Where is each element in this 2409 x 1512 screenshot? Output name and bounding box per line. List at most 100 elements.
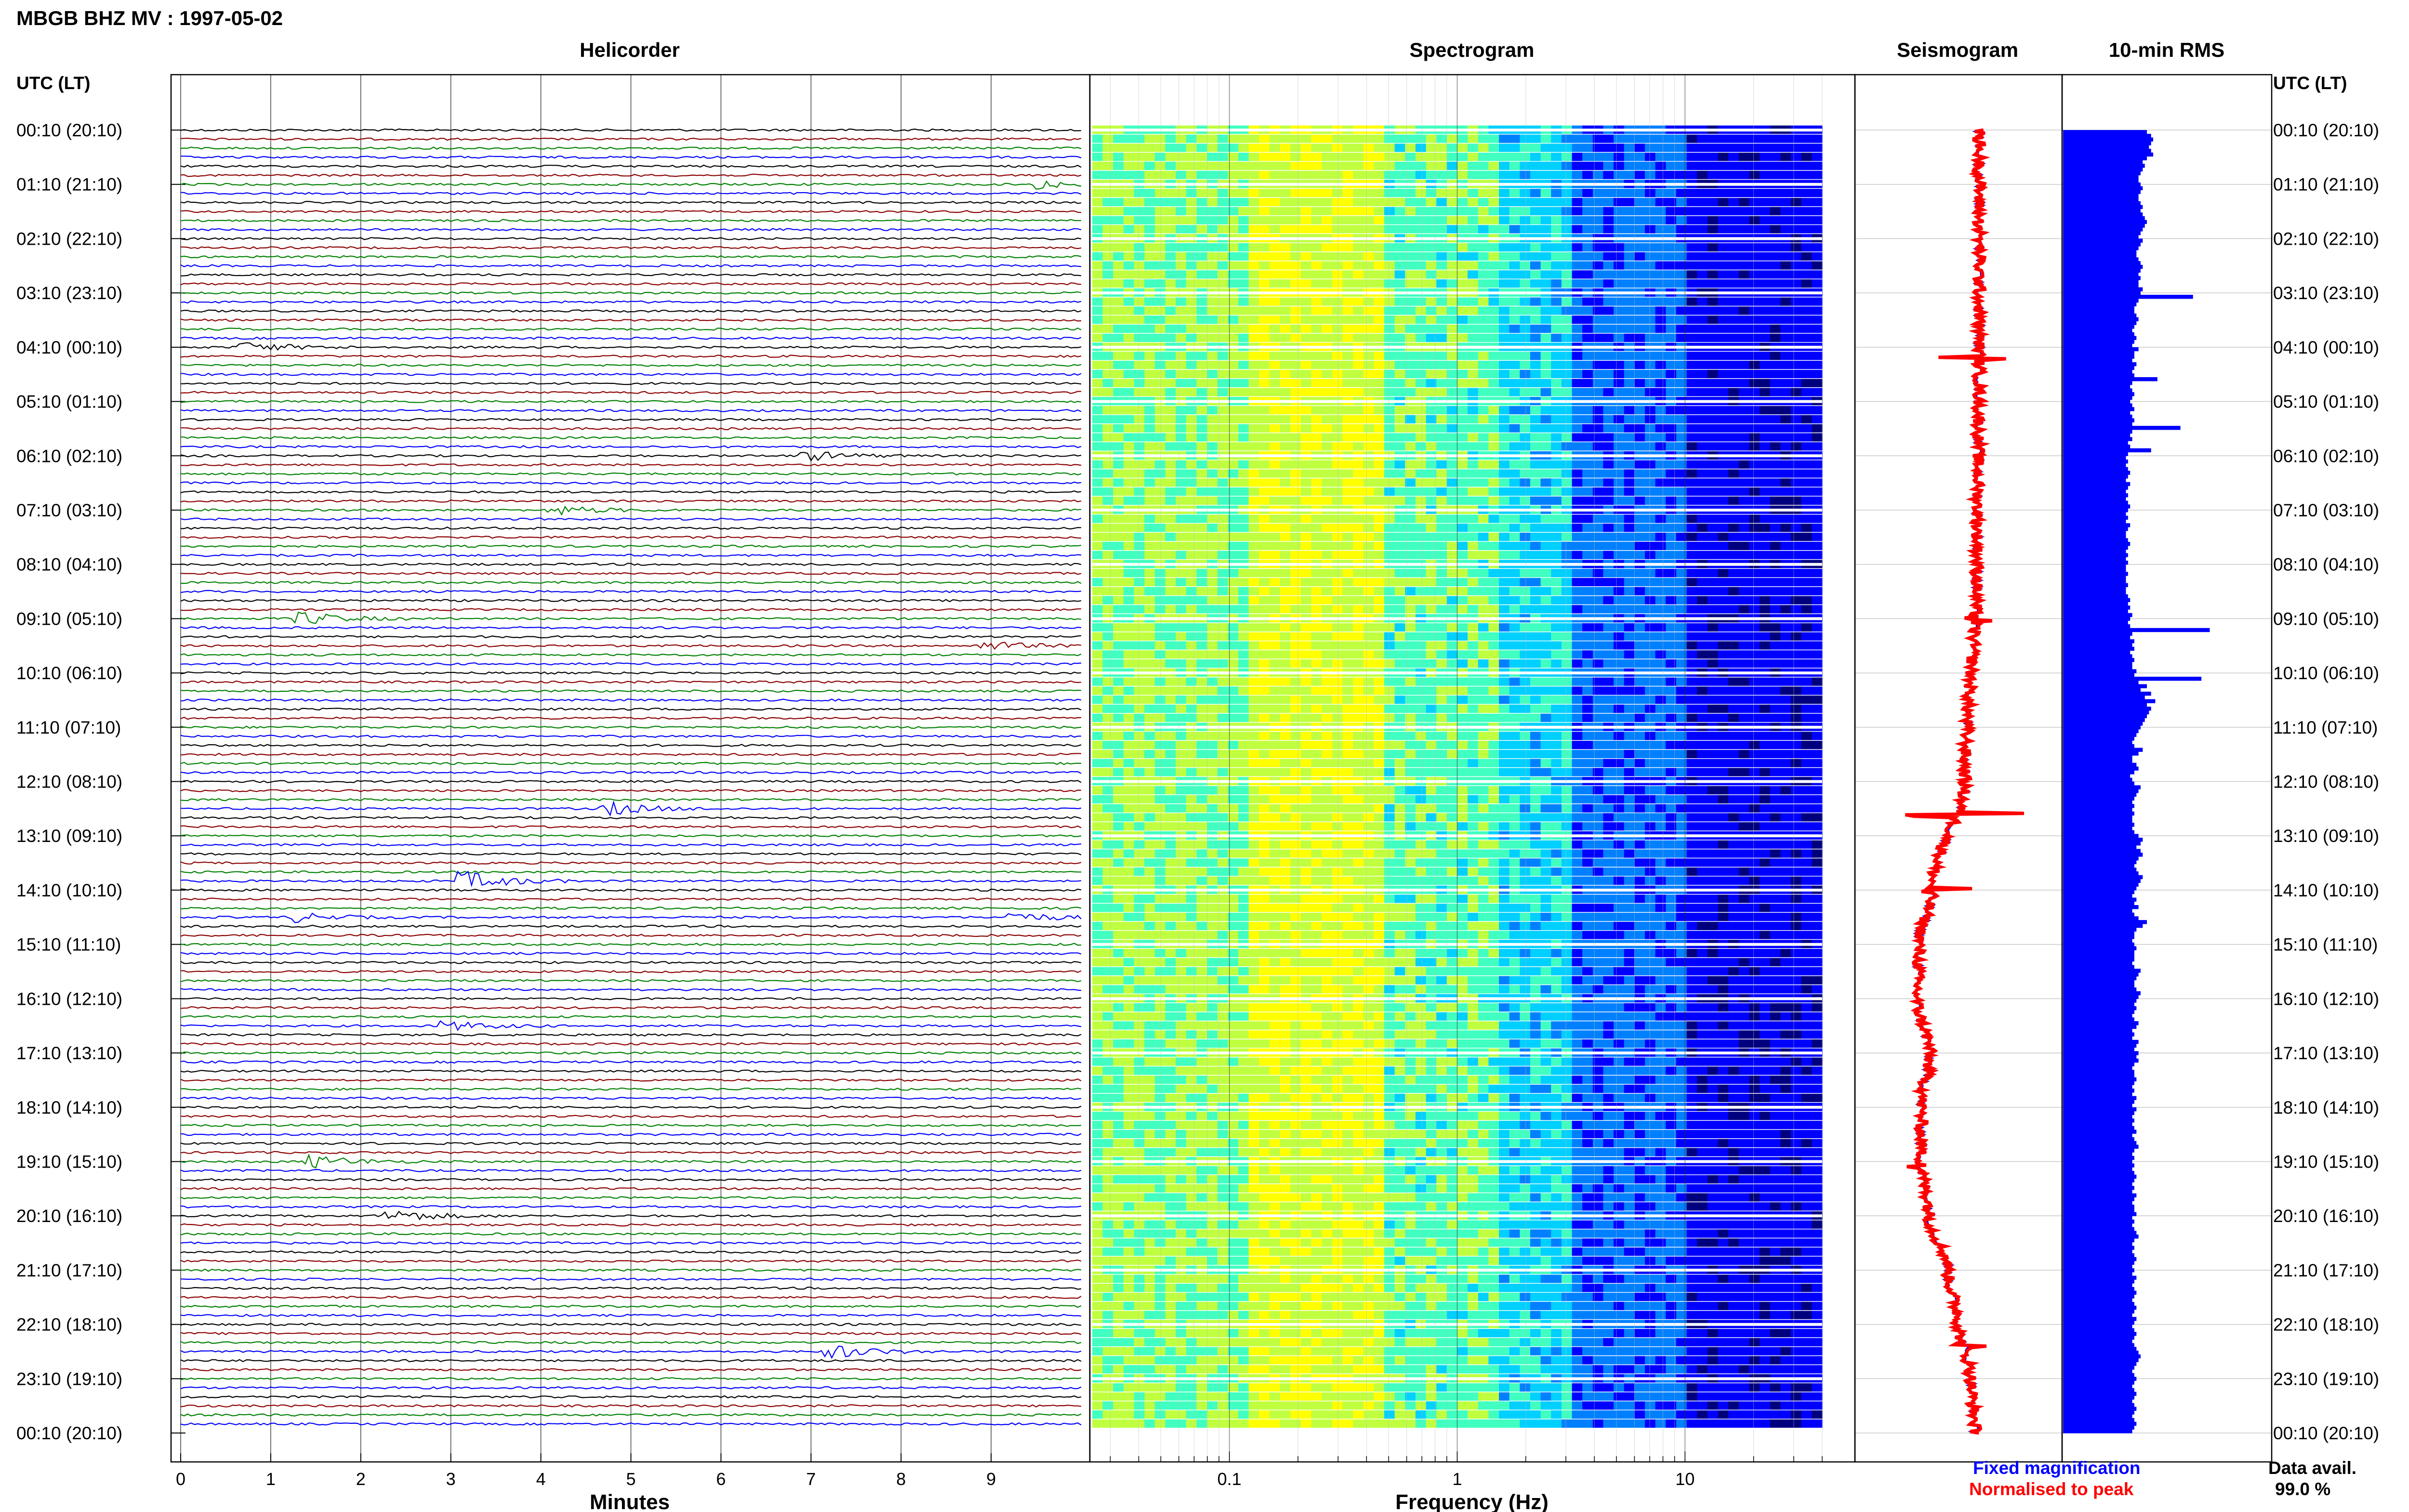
spectrogram-cell: [1561, 578, 1573, 587]
spectrogram-cell: [1363, 623, 1375, 632]
spectrogram-cell: [1770, 225, 1781, 234]
spectrogram-cell: [1520, 225, 1531, 234]
spectrogram-cell: [1092, 605, 1103, 614]
spectrogram-cell: [1760, 134, 1771, 143]
spectrogram-cell: [1760, 541, 1771, 550]
spectrogram-cell: [1426, 379, 1437, 387]
spectrogram-cell: [1248, 352, 1259, 360]
spectrogram-cell: [1718, 496, 1729, 505]
helicorder-trace: [180, 642, 1082, 650]
spectrogram-cell: [1468, 243, 1479, 252]
spectrogram-cell: [1154, 252, 1166, 261]
spectrogram-cell: [1770, 369, 1781, 379]
spectrogram-cell: [1478, 704, 1489, 713]
spectrogram-cell: [1718, 144, 1729, 152]
spectrogram-cell: [1520, 732, 1531, 740]
spectrogram-cell: [1238, 541, 1249, 550]
spectrogram-cell: [1478, 469, 1489, 478]
spectrogram-cell: [1624, 361, 1635, 369]
spectrogram-cell: [1572, 641, 1583, 650]
spectrogram-cell: [1092, 333, 1103, 342]
spectrogram-cell: [1530, 460, 1541, 469]
spectrogram-cell: [1592, 207, 1604, 215]
spectrogram-cell: [1468, 316, 1479, 324]
spectrogram-cell: [1248, 741, 1259, 749]
spectrogram-cell: [1102, 352, 1113, 360]
spectrogram-cell: [1582, 161, 1593, 170]
spectrogram-cell: [1144, 487, 1155, 496]
spectrogram-cell: [1290, 433, 1301, 442]
spectrogram-cell: [1322, 361, 1333, 369]
spectrogram-cell: [1238, 369, 1249, 379]
spectrogram-cell: [1134, 197, 1145, 207]
spectrogram-cell: [1457, 316, 1468, 324]
spectrogram-cell: [1697, 605, 1708, 614]
spectrogram-cell: [1322, 578, 1333, 587]
spectrogram-cell: [1812, 270, 1823, 279]
spectrogram-cell: [1707, 514, 1719, 523]
spectrogram-cell: [1624, 306, 1635, 315]
spectrogram-cell: [1207, 551, 1218, 559]
spectrogram-cell: [1582, 352, 1593, 360]
spectrogram-cell: [1614, 161, 1625, 170]
spectrogram-cell: [1228, 252, 1239, 261]
spectrogram-cell: [1217, 316, 1229, 324]
spectrogram-cell: [1697, 261, 1708, 270]
spectrogram-cell: [1749, 514, 1760, 523]
spectrogram-cell: [1436, 144, 1447, 152]
spectrogram-cell: [1332, 686, 1343, 695]
spectrogram-cell: [1436, 696, 1447, 704]
spectrogram-cell: [1655, 713, 1667, 722]
spectrogram-cell: [1697, 415, 1708, 423]
spectrogram-cell: [1123, 197, 1135, 207]
spectrogram-cell: [1426, 197, 1437, 207]
helicorder-trace: [180, 364, 1082, 367]
spectrogram-cell: [1228, 406, 1239, 415]
spectrogram-cell: [1290, 623, 1301, 632]
spectrogram-cell: [1290, 171, 1301, 179]
spectrogram-cell: [1228, 469, 1239, 478]
spectrogram-cell: [1290, 261, 1301, 270]
spectrogram-cell: [1280, 225, 1291, 234]
spectrogram-cell: [1592, 551, 1604, 559]
spectrogram-cell: [1655, 189, 1667, 197]
spectrogram-cell: [1228, 551, 1239, 559]
spectrogram-cell: [1123, 741, 1135, 749]
spectrogram-cell: [1697, 442, 1708, 451]
spectrogram-cell: [1269, 696, 1281, 704]
spectrogram-cell: [1676, 388, 1687, 396]
spectrogram-cell: [1812, 261, 1823, 270]
spectrogram-cell: [1426, 225, 1437, 234]
spectrogram-cell: [1676, 605, 1687, 614]
spectrogram-cell: [1113, 252, 1124, 261]
spectrogram-cell: [1259, 741, 1270, 749]
spectrogram-cell: [1812, 161, 1823, 170]
spectrogram-cell: [1228, 306, 1239, 315]
spectrogram-cell: [1228, 207, 1239, 215]
spectrogram-cell: [1812, 641, 1823, 650]
spectrogram-cell: [1228, 144, 1239, 152]
spectrogram-cell: [1238, 279, 1249, 288]
spectrogram-cell: [1332, 578, 1343, 587]
spectrogram-cell: [1812, 732, 1823, 740]
spectrogram-cell: [1217, 605, 1229, 614]
spectrogram-cell: [1134, 478, 1145, 487]
spectrogram-cell: [1217, 704, 1229, 713]
spectrogram-cell: [1760, 713, 1771, 722]
spectrogram-cell: [1499, 433, 1510, 442]
spectrogram-cell: [1134, 551, 1145, 559]
spectrogram-cell: [1520, 316, 1531, 324]
spectrogram-cell: [1718, 243, 1729, 252]
spectrogram-cell: [1655, 261, 1667, 270]
helicorder-trace: [180, 1323, 1082, 1326]
spectrogram-cell: [1363, 632, 1375, 641]
spectrogram-cell: [1353, 659, 1364, 668]
spectrogram-cell: [1686, 686, 1697, 695]
spectrogram-cell: [1405, 569, 1416, 578]
spectrogram-cell: [1113, 424, 1124, 433]
spectrogram-cell: [1092, 514, 1103, 523]
spectrogram-cell: [1624, 369, 1635, 379]
spectrogram-cell: [1520, 415, 1531, 423]
spectrogram-cell: [1228, 569, 1239, 578]
spectrogram-cell: [1207, 279, 1218, 288]
